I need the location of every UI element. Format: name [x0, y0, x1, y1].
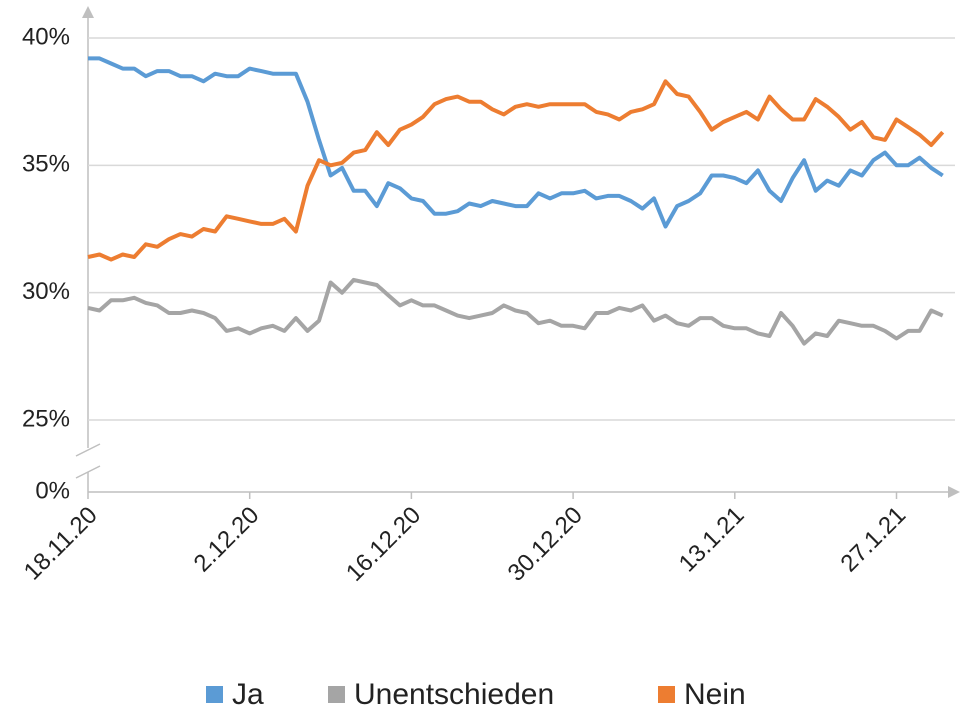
axis-break [75, 465, 101, 479]
y-tick-label: 25% [22, 405, 70, 432]
y-axis-arrow [82, 6, 94, 18]
x-tick-label: 18.11.20 [19, 502, 103, 586]
legend-swatch [658, 686, 675, 703]
legend-label: Nein [684, 678, 746, 711]
line-series [87, 79, 945, 262]
x-tick-label: 2.12.20 [189, 502, 265, 578]
legend-swatch [328, 686, 345, 703]
x-tick-label: 16.12.20 [341, 502, 426, 587]
line-series [88, 56, 944, 229]
legend-label: Unentschieden [354, 678, 554, 711]
x-axis-arrow [948, 486, 960, 498]
y-tick-label: 35% [22, 151, 70, 178]
x-tick-label: 13.1.21 [674, 502, 750, 578]
y-tick-label: 0% [35, 477, 70, 504]
line-series [87, 277, 944, 346]
legend-swatch [206, 686, 223, 703]
x-tick-label: 27.1.21 [836, 502, 912, 578]
x-tick-label: 30.12.20 [503, 502, 588, 587]
legend-label: Ja [232, 678, 264, 711]
y-tick-label: 40% [22, 23, 70, 50]
axes [75, 6, 960, 498]
axis-break [75, 443, 101, 457]
y-tick-label: 30% [22, 278, 70, 305]
